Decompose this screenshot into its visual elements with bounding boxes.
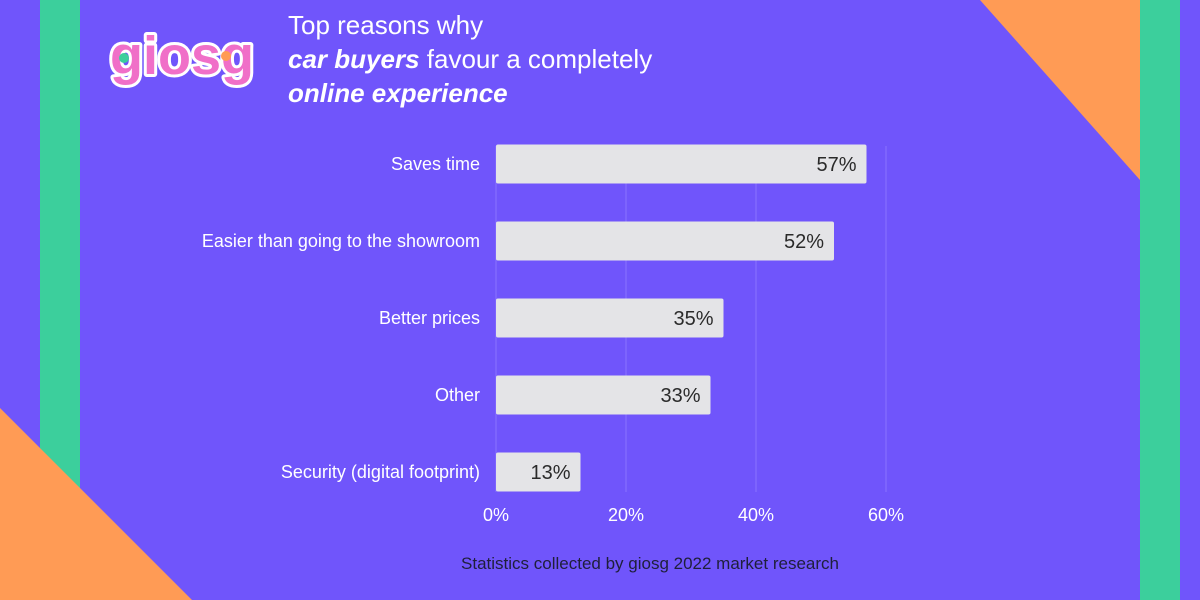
- logo-dot-orange: [221, 51, 231, 61]
- chart-title: Top reasons why car buyers favour a comp…: [288, 8, 652, 110]
- bars: 57% 52% 35% 33% 13%: [496, 144, 867, 492]
- logo-dot-teal: [119, 53, 129, 63]
- title-line-3: online experience: [288, 78, 508, 108]
- bar-value-label: 52%: [784, 231, 824, 253]
- x-tick-label: 20%: [608, 505, 644, 525]
- x-axis-ticks: 0% 20% 40% 60%: [483, 505, 904, 525]
- bar-value-label: 13%: [530, 462, 570, 484]
- bar: [496, 452, 581, 492]
- category-labels: Saves time Easier than going to the showr…: [202, 154, 480, 482]
- x-tick-label: 0%: [483, 505, 509, 525]
- source-note: Statistics collected by giosg 2022 marke…: [461, 554, 839, 573]
- category-label: Saves time: [391, 154, 480, 174]
- title-line-2: car buyers favour a completely: [288, 42, 652, 76]
- bar-value-label: 35%: [673, 308, 713, 330]
- bar-value-label: 33%: [660, 385, 700, 407]
- bar: [496, 298, 724, 338]
- bar: [496, 144, 867, 184]
- title-emphasis-car-buyers: car buyers: [288, 44, 420, 74]
- category-label: Security (digital footprint): [281, 462, 480, 482]
- bar: [496, 221, 834, 261]
- x-tick-label: 40%: [738, 505, 774, 525]
- giosg-logo: giosg giosg: [108, 23, 257, 88]
- title-line-1: Top reasons why: [288, 10, 484, 40]
- right-green-stripe: [1140, 0, 1180, 600]
- bottom-left-orange-corner: [0, 408, 192, 600]
- category-label: Other: [435, 385, 480, 405]
- bar: [496, 375, 711, 415]
- bar-value-label: 57%: [816, 154, 856, 176]
- category-label: Easier than going to the showroom: [202, 231, 480, 251]
- top-right-orange-corner: [980, 0, 1140, 180]
- x-tick-label: 60%: [868, 505, 904, 525]
- title-line-2-rest: favour a completely: [419, 44, 653, 74]
- category-label: Better prices: [379, 308, 480, 328]
